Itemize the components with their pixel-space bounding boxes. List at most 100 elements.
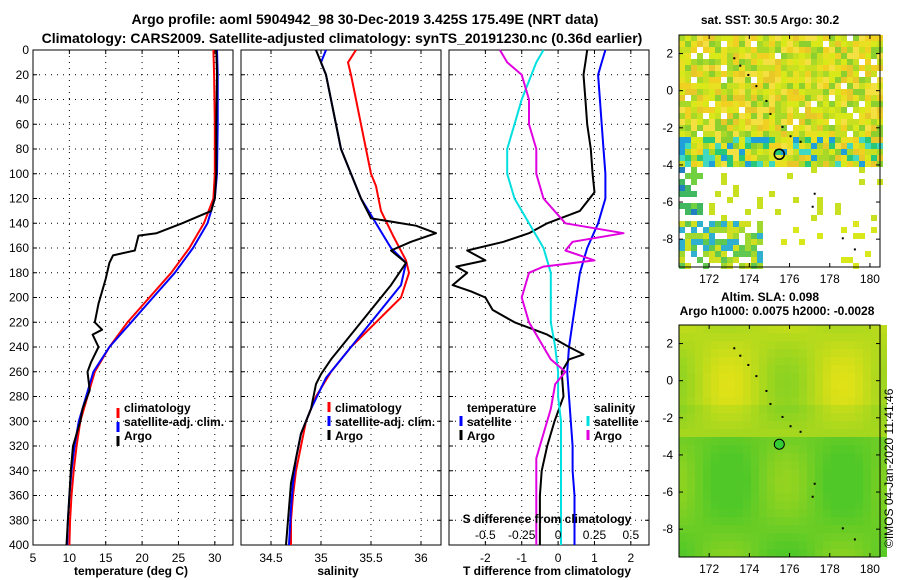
sst-cell — [709, 113, 715, 119]
sla-cell — [703, 333, 711, 341]
sst-cell — [853, 143, 859, 149]
sla-cell — [783, 437, 791, 445]
sst-cell — [733, 83, 739, 89]
sst-cell — [733, 233, 739, 239]
sst-cell — [823, 59, 829, 65]
island-dot — [739, 354, 742, 357]
sla-cell — [679, 501, 687, 509]
sla-cell — [815, 325, 823, 333]
sla-cell — [727, 445, 735, 453]
sla-cell — [815, 357, 823, 365]
sst-cell — [715, 71, 721, 77]
sst-cell — [829, 125, 835, 131]
sla-cell — [791, 365, 799, 373]
sst-cell — [739, 125, 745, 131]
sst-cell — [835, 77, 841, 83]
sla-cell — [839, 381, 847, 389]
sla-cell — [871, 493, 879, 501]
sst-cell — [727, 263, 733, 269]
sst-cell — [751, 71, 757, 77]
sla-cell — [711, 357, 719, 365]
sst-cell — [739, 221, 745, 227]
sst-cell — [709, 95, 715, 101]
sla-cell — [679, 517, 687, 525]
sst-cell — [835, 119, 841, 125]
sst-cell — [835, 65, 841, 71]
sst-cell — [763, 35, 769, 41]
island-dot — [841, 237, 844, 240]
sla-cell — [703, 549, 711, 557]
sst-cell — [859, 119, 865, 125]
sla-cell — [759, 445, 767, 453]
sla-cell — [855, 485, 863, 493]
sla-cell — [783, 381, 791, 389]
sla-cell — [719, 373, 727, 381]
sla-cell — [767, 437, 775, 445]
sla-cell — [719, 477, 727, 485]
sla-cell — [687, 533, 695, 541]
sla-cell — [855, 453, 863, 461]
sst-cell — [775, 137, 781, 143]
sst-cell — [763, 107, 769, 113]
legend-s-argo-label: Argo — [594, 429, 622, 443]
sla-cell — [679, 325, 687, 333]
sla-cell — [815, 421, 823, 429]
sst-cell — [787, 107, 793, 113]
sst-cell — [715, 83, 721, 89]
sla-cell — [831, 493, 839, 501]
sst-cell — [829, 101, 835, 107]
sst-cell — [841, 71, 847, 77]
sla-cell — [871, 469, 879, 477]
sst-cell — [775, 101, 781, 107]
sla-cell — [807, 325, 815, 333]
sla-cell — [767, 485, 775, 493]
sla-cell — [831, 469, 839, 477]
sst-cell — [817, 161, 823, 167]
sst-cell — [769, 161, 775, 167]
sst-cell — [823, 83, 829, 89]
sla-cell — [879, 421, 887, 429]
sla-cell — [695, 373, 703, 381]
sst-cell — [817, 113, 823, 119]
difference-panel: -2 -1 0 1 2 T difference from climatology S … — [448, 49, 650, 578]
sst-cell — [745, 143, 751, 149]
sla-cell — [863, 453, 871, 461]
sla-cell — [791, 525, 799, 533]
sst-cell — [757, 59, 763, 65]
sst-cell — [721, 131, 727, 137]
sla-cell — [743, 397, 751, 405]
sla-cell — [695, 445, 703, 453]
island-dot — [799, 430, 802, 433]
sst-cell — [799, 155, 805, 161]
sst-cell — [793, 227, 799, 233]
sst-cell — [763, 47, 769, 53]
sst-cell — [823, 113, 829, 119]
island-dot — [733, 347, 736, 350]
sst-cell — [763, 155, 769, 161]
sla-cell — [839, 517, 847, 525]
sst-cell — [793, 125, 799, 131]
sla-cell — [679, 485, 687, 493]
sla-cell — [735, 485, 743, 493]
sla-cell — [687, 325, 695, 333]
sst-cell — [679, 65, 685, 71]
temperature-legend: climatology satellite-adj. clim. Argo — [116, 401, 224, 446]
sla-cell — [855, 365, 863, 373]
sla-cell — [727, 333, 735, 341]
sst-cell — [757, 197, 763, 203]
sst-cell — [733, 101, 739, 107]
sst-cell — [859, 131, 865, 137]
sst-cell — [763, 113, 769, 119]
sla-cell — [855, 341, 863, 349]
sla-cell — [767, 453, 775, 461]
sla-cell — [687, 405, 695, 413]
x-tick-label: 20 — [135, 551, 149, 565]
sst-cell — [865, 77, 871, 83]
sst-cell — [829, 59, 835, 65]
sst-cell — [709, 131, 715, 137]
sla-cell — [863, 517, 871, 525]
sst-cell — [691, 203, 697, 209]
sst-cell — [745, 233, 751, 239]
sst-cell — [841, 161, 847, 167]
y-tick-label: 400 — [9, 538, 29, 552]
